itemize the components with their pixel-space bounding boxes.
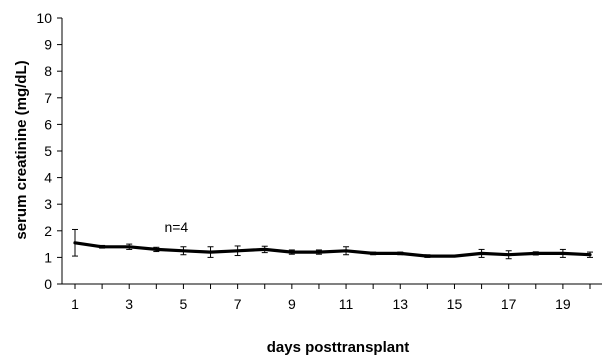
y-tick-label: 6: [44, 116, 52, 132]
y-tick-label: 2: [44, 223, 52, 239]
series-line: [73, 241, 592, 258]
series-lines: [73, 241, 592, 258]
x-tick-label: 19: [555, 296, 571, 312]
y-tick-label: 10: [36, 10, 52, 26]
y-tick-label: 5: [44, 143, 52, 159]
x-tick-label: 7: [234, 296, 242, 312]
y-tick-label: 9: [44, 37, 52, 53]
y-tick-label: 3: [44, 196, 52, 212]
y-axis-title: serum creatinine (mg/dL): [13, 60, 30, 239]
x-tick-label: 9: [288, 296, 296, 312]
x-tick-label: 1: [71, 296, 79, 312]
x-axis-ticks: 1 3 5 7 9 11 13 15 17 19: [71, 284, 591, 312]
y-tick-label: 1: [44, 249, 52, 265]
x-tick-label: 15: [447, 296, 463, 312]
x-tick-label: 3: [125, 296, 133, 312]
y-tick-label: 4: [44, 170, 52, 186]
x-tick-label: 13: [392, 296, 408, 312]
y-tick-label: 0: [44, 276, 52, 292]
x-tick-label: 17: [501, 296, 517, 312]
x-tick-label: 11: [339, 296, 354, 312]
sample-size-annotation: n=4: [164, 219, 188, 235]
annotations: n=4: [164, 219, 188, 235]
y-axis-ticks: 0 1 2 3 4 5 6 7 8 9 10: [36, 10, 62, 292]
x-axis-title: days posttransplant: [267, 339, 410, 356]
x-tick-label: 5: [180, 296, 188, 312]
y-tick-label: 7: [44, 90, 52, 106]
y-tick-label: 8: [44, 63, 52, 79]
axes: [61, 18, 602, 285]
